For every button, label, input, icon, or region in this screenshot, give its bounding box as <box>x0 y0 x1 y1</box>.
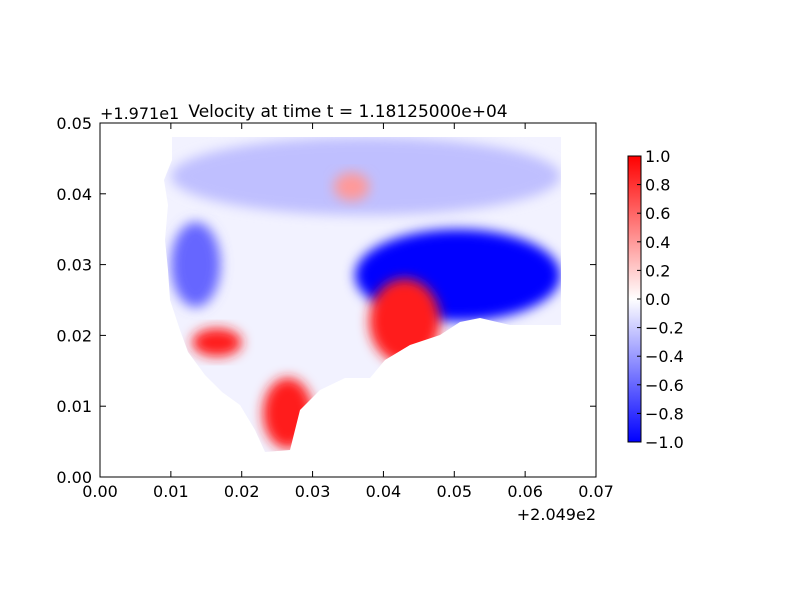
colorbar-tick-label: 0.4 <box>645 233 670 252</box>
colorbar-tick-label: 0.2 <box>645 261 670 280</box>
x-tick-label: 0.02 <box>224 482 260 501</box>
colorbar-tick-label: 0.6 <box>645 204 670 223</box>
chart-title: Velocity at time t = 1.18125000e+04 <box>188 102 507 122</box>
colorbar-tick-label: −0.6 <box>645 376 684 395</box>
colorbar: 1.0 0.8 0.6 0.4 0.2 0.0 −0.2 −0.4 −0.6 −0.8 −1.0 <box>627 147 684 452</box>
y-tick-label: 0.01 <box>56 397 92 416</box>
axes-frame <box>99 122 597 478</box>
x-tick-label: 0.03 <box>295 482 331 501</box>
x-tick-label: 0.05 <box>436 482 472 501</box>
axis-ticks: 0.00 0.01 0.02 0.03 0.04 0.05 0.06 0.07 0.00 0.01… <box>56 114 613 501</box>
heatmap-field <box>164 137 561 452</box>
y-tick-label: 0.03 <box>56 256 92 275</box>
colorbar-tick-label: −1.0 <box>645 433 684 452</box>
y-offset-label: +1.971e1 <box>100 104 179 123</box>
y-tick-label: 0.05 <box>56 114 92 133</box>
x-offset-label: +2.049e2 <box>517 505 596 524</box>
heatmap-region-1 <box>170 137 561 216</box>
y-tick-label: 0.00 <box>56 468 92 487</box>
heatmap-region-5 <box>262 377 313 449</box>
y-tick-label: 0.02 <box>56 326 92 345</box>
colorbar-tick-label: 0.8 <box>645 176 670 195</box>
heatmap-region-6 <box>333 172 370 201</box>
colorbar-tick-label: −0.8 <box>645 404 684 423</box>
y-tick-label: 0.04 <box>56 185 92 204</box>
x-tick-label: 0.01 <box>153 482 189 501</box>
heatmap <box>164 137 561 452</box>
x-tick-label: 0.06 <box>507 482 543 501</box>
colorbar-tick-label: 0.0 <box>645 290 670 309</box>
colorbar-tick-label: −0.2 <box>645 319 684 338</box>
heatmap-region-3 <box>369 278 441 364</box>
colorbar-tick-label: −0.4 <box>645 347 684 366</box>
colorbar-tick-label: 1.0 <box>645 147 670 166</box>
heatmap-region-7 <box>170 222 221 308</box>
x-tick-label: 0.00 <box>82 482 118 501</box>
x-tick-label: 0.07 <box>578 482 614 501</box>
heatmap-region-4 <box>192 328 242 357</box>
x-tick-label: 0.04 <box>366 482 402 501</box>
